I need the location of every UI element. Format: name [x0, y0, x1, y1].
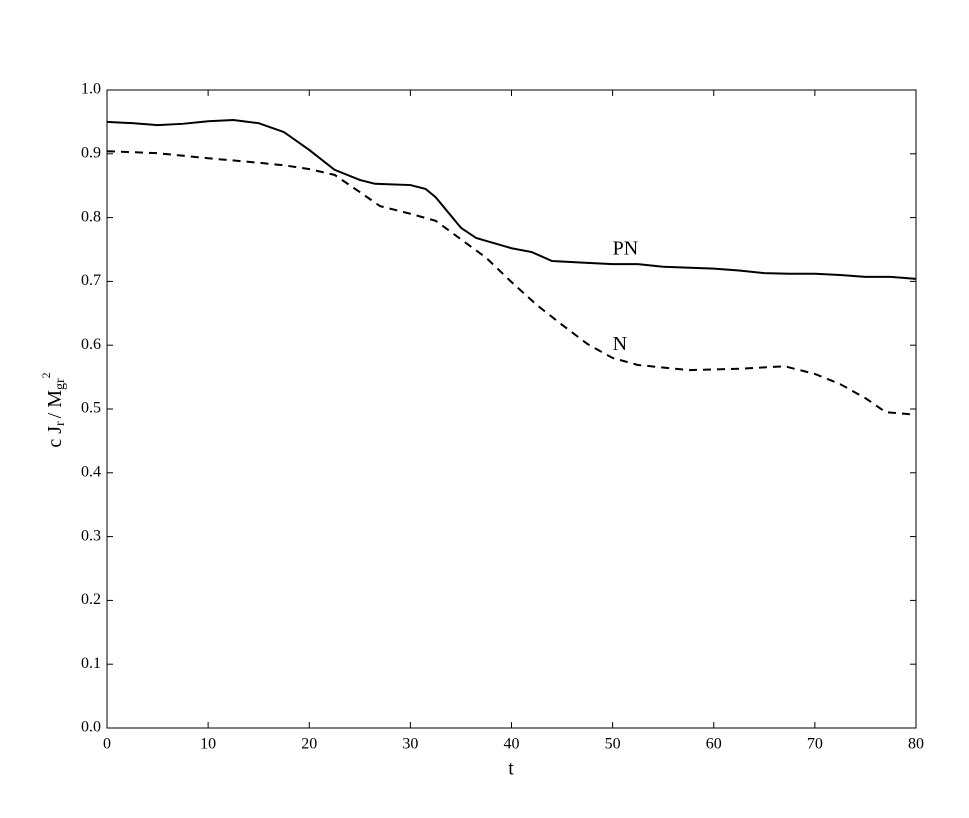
x-tick-label: 80: [908, 736, 924, 753]
series-line: [106, 118, 917, 280]
x-tick-label: 70: [807, 736, 823, 753]
y-label-sup: 2: [39, 372, 53, 378]
y-label-part: / M: [44, 390, 66, 419]
plot-frame: [106, 89, 917, 729]
y-label-sub: gr: [53, 378, 68, 390]
y-tick-label: 0.3: [81, 527, 101, 544]
x-tick-label: 10: [200, 736, 216, 753]
annotation: PN: [613, 238, 639, 260]
y-tick-label: 0.1: [81, 655, 101, 672]
y-label-part: c J: [44, 426, 66, 448]
x-tick-label: 50: [605, 736, 621, 753]
y-tick-label: 0.8: [81, 208, 101, 225]
x-tick-label: 60: [706, 736, 722, 753]
x-tick-label: 30: [402, 736, 418, 753]
y-tick-label: 0.6: [81, 336, 101, 353]
y-tick-label: 0.2: [81, 591, 101, 608]
x-tick-label: 40: [504, 736, 520, 753]
x-tick-label: 0: [103, 736, 111, 753]
y-tick-label: 0.0: [81, 719, 101, 736]
y-label-sub: r: [53, 421, 68, 426]
annotation: N: [613, 333, 627, 355]
y-axis-label: c Jr / Mgr2: [39, 372, 68, 447]
y-tick-label: 0.4: [81, 463, 101, 480]
y-tick-label: 0.5: [81, 400, 101, 417]
y-tick-label: 1.0: [81, 81, 101, 98]
y-tick-label: 0.7: [81, 272, 101, 289]
x-axis-label: t: [508, 758, 514, 780]
series-line: [106, 150, 917, 416]
y-tick-label: 0.9: [81, 144, 101, 161]
x-tick-label: 20: [301, 736, 317, 753]
